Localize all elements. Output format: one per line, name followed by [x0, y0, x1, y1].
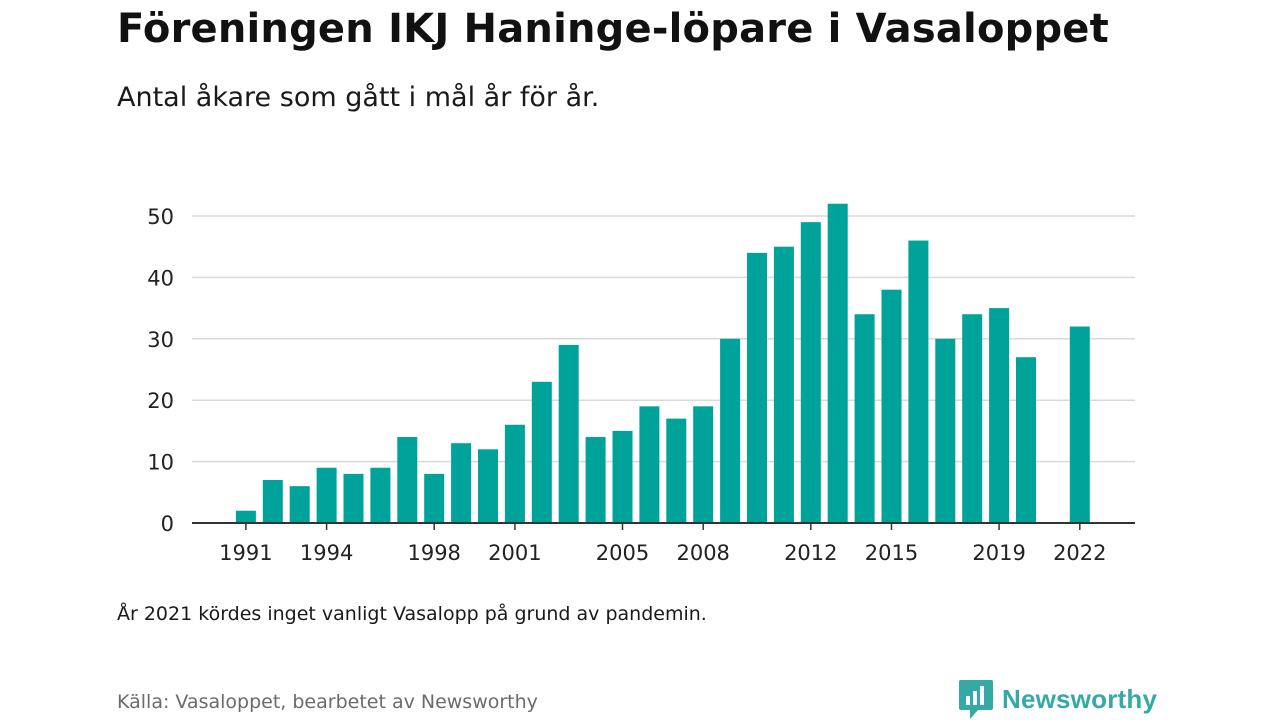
- bar: [612, 430, 633, 523]
- bar-chart: 0 10 20 30 40 50 1991 1994 1998 2001 2005 2008 2012 2…: [147, 203, 1135, 565]
- bar: [262, 480, 283, 523]
- bar: [800, 222, 821, 523]
- footnote: År 2021 kördes inget vanligt Vasalopp på…: [117, 603, 707, 625]
- x-tick-label: 2019: [972, 541, 1025, 565]
- bar: [451, 443, 472, 523]
- bar: [747, 252, 767, 523]
- bar: [693, 406, 714, 523]
- x-tick-label: 2005: [596, 541, 649, 565]
- x-tick-label: 2001: [488, 541, 541, 565]
- bar: [558, 344, 579, 523]
- bar: [343, 473, 364, 523]
- x-tick-label: 2012: [784, 541, 837, 565]
- x-tick-label: 1991: [219, 541, 272, 565]
- bar: [1016, 357, 1036, 523]
- y-tick-label: 0: [161, 512, 174, 536]
- x-tick-label: 1998: [407, 541, 460, 565]
- bar: [316, 467, 337, 523]
- y-tick-label: 10: [147, 451, 174, 475]
- bar: [1069, 326, 1090, 523]
- y-tick-label: 20: [147, 389, 174, 413]
- bar: [370, 467, 391, 523]
- bar: [908, 240, 929, 523]
- bar: [531, 381, 552, 523]
- bar: [720, 338, 741, 523]
- bar: [962, 314, 983, 523]
- source-credit: Källa: Vasaloppet, bearbetet av Newswort…: [117, 691, 538, 713]
- bar: [881, 289, 902, 523]
- x-tick-label: 2015: [865, 541, 918, 565]
- chart-title: Föreningen IKJ Haninge-löpare i Vasalopp…: [117, 6, 1109, 52]
- bar: [504, 424, 525, 523]
- bar: [854, 314, 875, 523]
- bar: [666, 418, 687, 523]
- bar: [424, 473, 445, 523]
- bar: [397, 437, 418, 523]
- bar: [773, 246, 794, 523]
- bar: [989, 308, 1010, 523]
- bar: [935, 338, 956, 523]
- newsworthy-brand[interactable]: Newsworthy: [958, 678, 1157, 720]
- y-tick-label: 40: [147, 266, 174, 290]
- bar: [478, 449, 498, 523]
- bar: [585, 437, 606, 523]
- y-tick-label: 50: [147, 205, 174, 229]
- x-tick-label: 2022: [1053, 541, 1106, 565]
- bar: [235, 510, 256, 523]
- bar: [289, 486, 310, 523]
- chart-subtitle: Antal åkare som gått i mål år för år.: [117, 82, 600, 113]
- x-tick-label: 1994: [300, 541, 353, 565]
- newsworthy-logo-icon: [959, 680, 993, 719]
- brand-name: Newsworthy: [1002, 683, 1158, 714]
- bar: [827, 203, 848, 523]
- y-tick-label: 30: [147, 328, 174, 352]
- bar: [639, 406, 660, 523]
- x-tick-label: 2008: [676, 541, 729, 565]
